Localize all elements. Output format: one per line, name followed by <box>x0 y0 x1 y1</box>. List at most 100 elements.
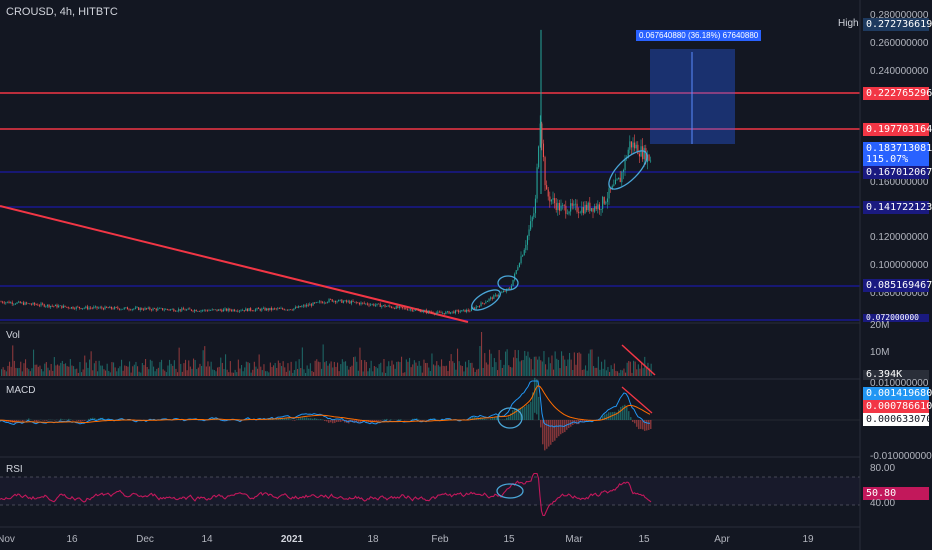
volume-bar <box>239 368 241 376</box>
candle-body <box>90 307 92 309</box>
macd-histogram-bar <box>310 418 312 420</box>
annotation-ellipse-2[interactable] <box>497 275 519 291</box>
candle-body <box>453 311 455 314</box>
volume-bar <box>489 349 491 376</box>
volume-bar <box>445 365 447 376</box>
candle-body <box>184 309 186 311</box>
annotation-ellipse-3[interactable] <box>603 145 652 194</box>
volume-bar <box>183 363 185 376</box>
macd-histogram-bar <box>544 420 546 451</box>
macd-histogram-bar <box>514 409 516 420</box>
volume-bar <box>375 366 377 376</box>
candle-body <box>602 196 604 209</box>
macd-histogram-bar <box>524 406 526 420</box>
macd-histogram-bar <box>580 420 582 423</box>
candle-body <box>261 308 263 311</box>
candle-body <box>106 306 108 308</box>
volume-bar <box>87 367 89 376</box>
volume-bar <box>194 360 196 376</box>
downtrend-line[interactable] <box>0 205 469 323</box>
candle-body <box>0 301 2 303</box>
candle-body <box>109 306 111 309</box>
volume-bar <box>111 362 113 376</box>
candle-body <box>414 309 416 311</box>
volume-bar <box>292 372 294 376</box>
volume-bar <box>626 362 628 376</box>
volume-bar <box>396 361 398 376</box>
candle-body <box>294 307 296 309</box>
rsi-tick: 40.00 <box>870 498 896 509</box>
macd-histogram-bar <box>28 418 30 420</box>
candle-body <box>190 309 192 311</box>
signal-tag: 0.000786610 <box>863 400 932 413</box>
macd-histogram-bar <box>400 419 402 420</box>
rsi-band-fill <box>0 477 860 505</box>
volume-bar <box>556 358 558 376</box>
candle-body <box>75 306 77 309</box>
macd-histogram-bar <box>16 420 18 422</box>
candle-body <box>386 306 388 307</box>
macd-histogram-bar <box>628 411 630 420</box>
candle-body <box>93 307 95 309</box>
volume-bar <box>73 366 75 376</box>
candle-body <box>181 308 183 311</box>
candle-body <box>600 208 602 210</box>
candle-body <box>104 306 106 310</box>
chart-title: CROUSD, 4h, HITBTC <box>6 6 118 18</box>
candle-body <box>627 149 629 159</box>
volume-bar <box>535 356 537 376</box>
candle-body <box>54 304 56 307</box>
candle-body <box>205 309 207 311</box>
volume-bar <box>77 372 79 376</box>
candle-body <box>608 188 610 199</box>
candle-body <box>133 308 135 310</box>
volume-bar <box>167 365 169 376</box>
volume-bar <box>513 357 515 376</box>
volume-bar <box>47 367 49 376</box>
macd-histogram-bar <box>338 420 340 422</box>
rsi-value-tag: 50.80 <box>863 487 929 500</box>
candle-body <box>99 307 101 308</box>
price-tick: 0.120000000 <box>870 232 929 243</box>
annotation-ellipse-macd[interactable] <box>497 407 523 429</box>
volume-bar <box>154 371 156 376</box>
macd-histogram-bar <box>640 420 642 429</box>
volume-bar <box>255 366 257 376</box>
macd-histogram-bar <box>248 418 250 420</box>
candle-body <box>456 310 458 311</box>
volume-bar <box>484 353 486 376</box>
volume-bar <box>34 364 36 376</box>
candle-body <box>150 309 152 311</box>
volume-bar <box>492 367 494 376</box>
volume-bar <box>570 359 572 376</box>
candle-body <box>282 308 284 310</box>
candle-body <box>360 302 362 305</box>
macd-histogram-bar <box>342 420 344 422</box>
candle-body <box>634 142 636 149</box>
candle-body <box>397 306 399 308</box>
macd-histogram-bar <box>614 411 616 420</box>
volume-bar <box>613 363 615 376</box>
volume-bar <box>201 365 203 376</box>
volume-bar <box>514 349 516 376</box>
candle-body <box>566 213 568 215</box>
macd-histogram-bar <box>306 417 308 420</box>
candle-body <box>202 310 204 311</box>
volume-bar <box>116 371 118 376</box>
volume-bar <box>257 368 259 376</box>
volume-bar <box>575 364 577 376</box>
annotation-ellipse-1[interactable] <box>469 286 504 314</box>
volume-bar <box>85 362 87 376</box>
macd-histogram-bar <box>88 418 90 420</box>
macd-histogram-bar <box>72 420 74 421</box>
macd-tick: 0.010000000 <box>870 378 929 389</box>
candle-body <box>248 308 250 312</box>
candle-body <box>483 303 485 304</box>
price-tick: 0.160000000 <box>870 177 929 188</box>
volume-bar <box>469 362 471 376</box>
volume-bar <box>252 369 254 376</box>
volume-bar <box>185 359 187 376</box>
volume-bar <box>335 366 337 376</box>
annotation-ellipse-rsi[interactable] <box>496 483 524 499</box>
